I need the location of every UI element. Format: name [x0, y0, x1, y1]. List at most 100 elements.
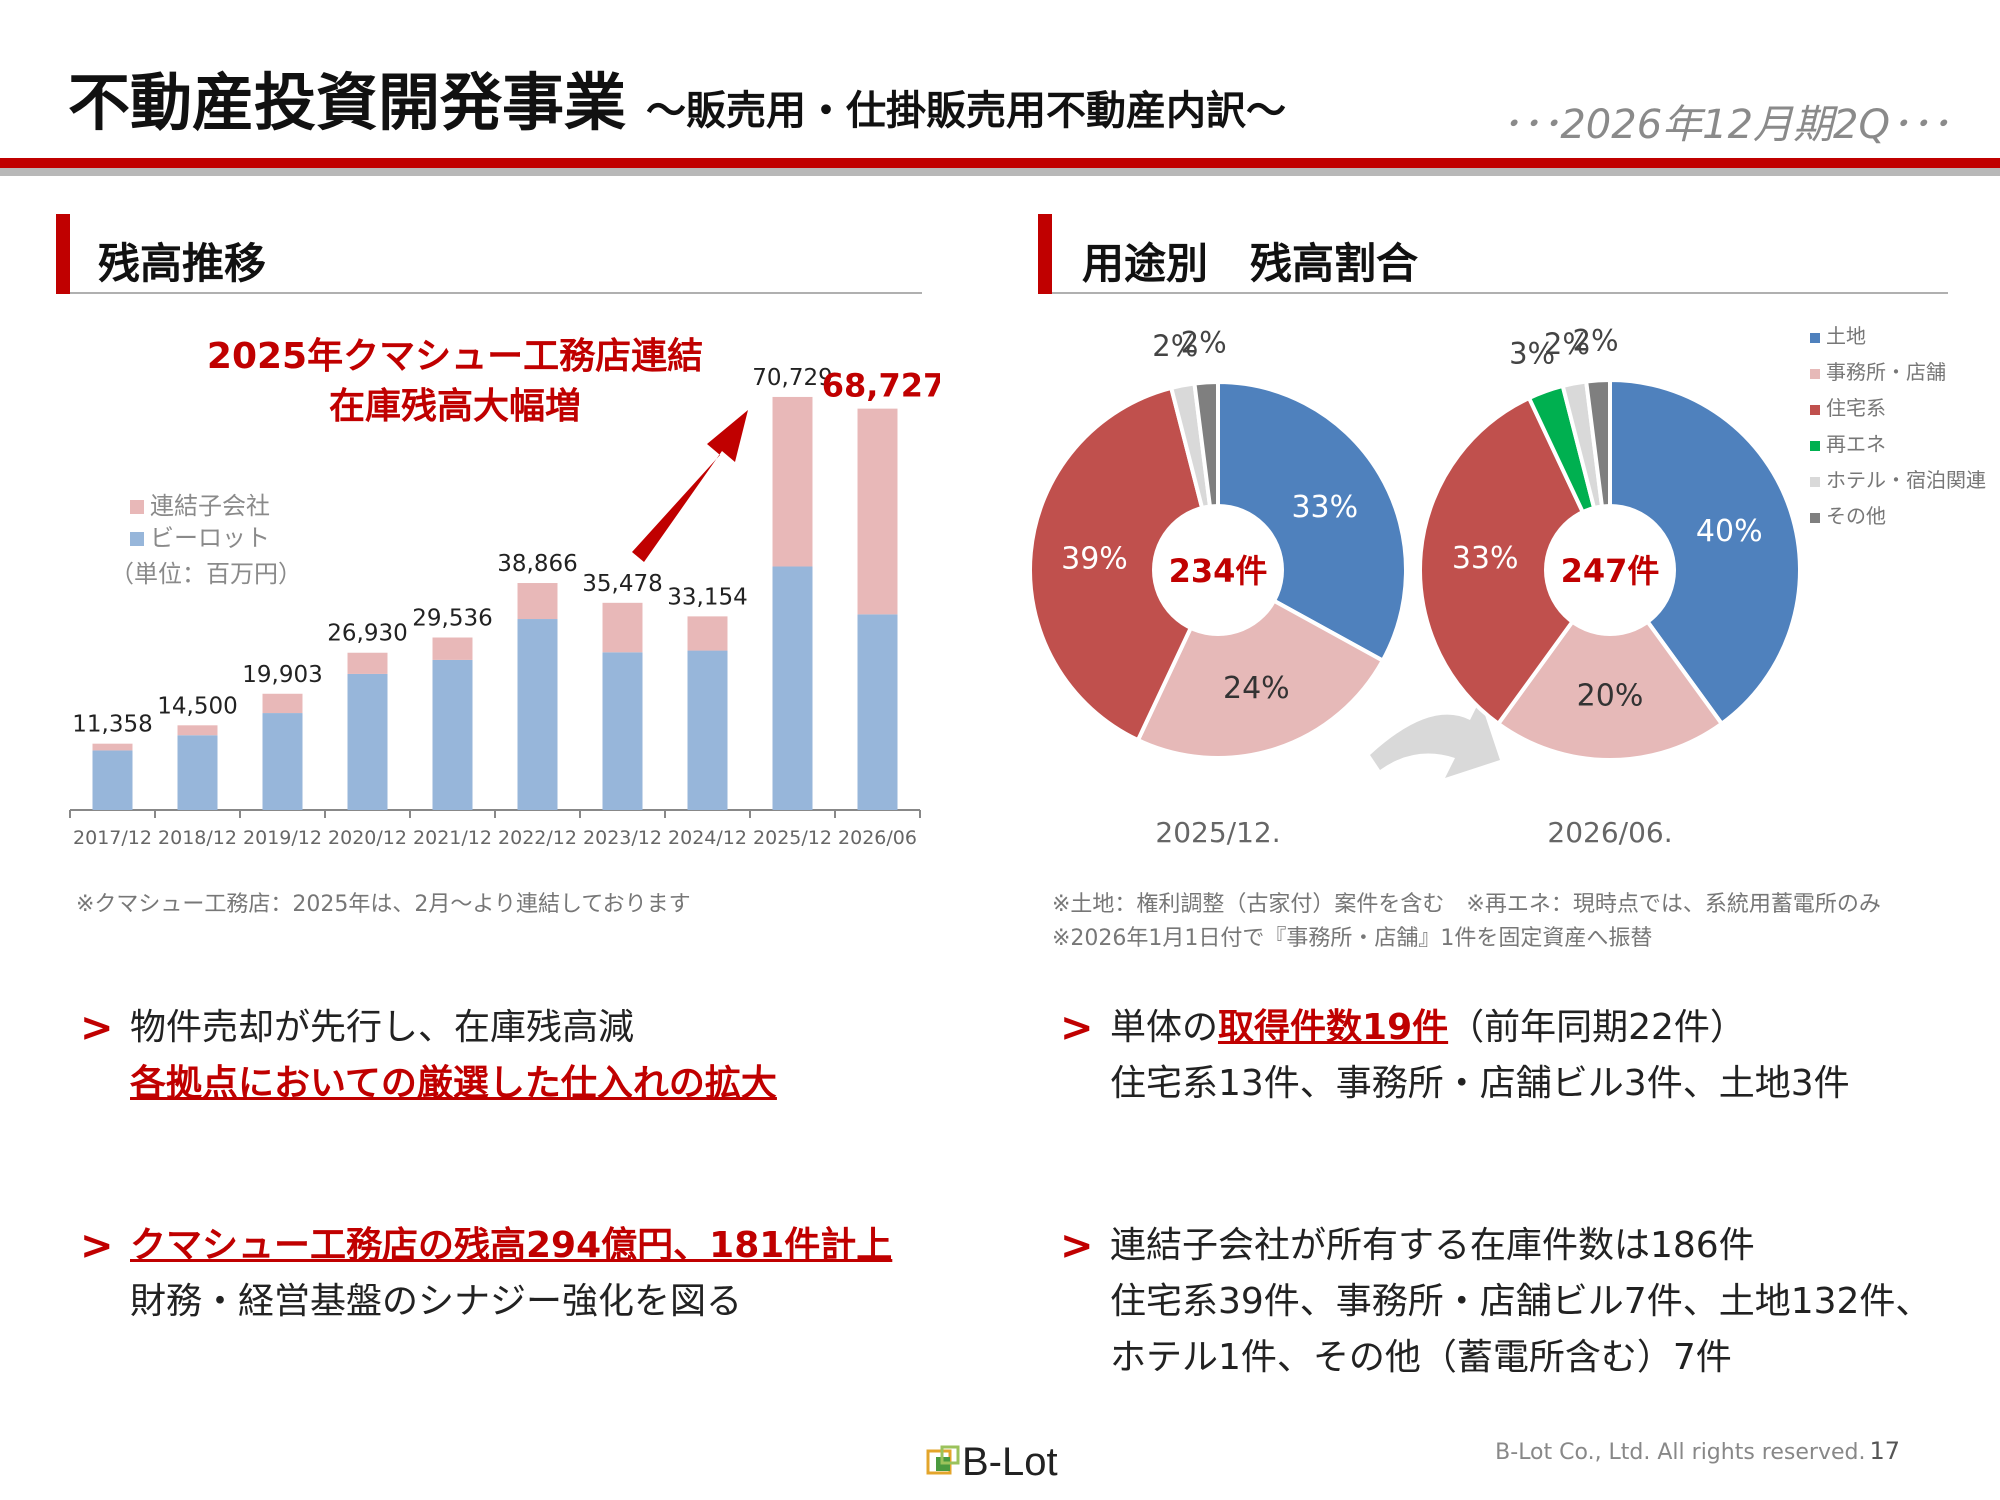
copyright-text: B-Lot Co., Ltd. All rights reserved.	[1495, 1440, 1866, 1465]
chevron-right-icon: >	[1060, 1223, 1094, 1269]
pie-center-count: 247件	[1561, 552, 1660, 590]
right-note-2: ※2026年1月1日付で『事務所・店舗』1件を固定資産へ振替	[1052, 926, 1653, 951]
left-bullet-2-highlight: クマシュー工務店の残高294億円、181件計上	[130, 1225, 893, 1266]
legend-label: 住宅系	[1826, 396, 1886, 420]
x-tick-label: 2019/12	[243, 827, 322, 849]
x-tick-label: 2026/06	[838, 827, 917, 849]
callout-line1: 2025年クマシュー工務店連結	[206, 336, 704, 377]
usage-pie-charts: 33%24%39%2%2%234件2025/12.40%20%33%3%2%2%…	[1028, 323, 1802, 849]
bar-total-label: 14,500	[157, 693, 237, 719]
pie-hole	[1544, 504, 1676, 636]
right-bullet-2-line1: 連結子会社が所有する在庫件数は186件	[1110, 1225, 1755, 1266]
right-bullet-2-line2: 住宅系39件、事務所・店舗ビル7件、土地132件、	[1110, 1281, 1932, 1322]
legend-swatch	[1810, 513, 1820, 523]
right-bullet-1-pre: 単体の	[1110, 1007, 1219, 1048]
pie-legend-item: その他	[1810, 498, 1986, 534]
pie-slice-label: 40%	[1696, 514, 1763, 549]
left-section-title: 残高推移	[98, 239, 267, 288]
blot-logo-mark-icon	[926, 1445, 960, 1474]
right-bullet-1-line1: 単体の取得件数19件（前年同期22件）	[1060, 1000, 1850, 1056]
x-tick-label: 2020/12	[328, 827, 407, 849]
bar-segment-subsidiary	[857, 408, 898, 615]
bar-legend-subsidiary: 連結子会社	[130, 486, 270, 521]
legend-swatch-blot	[130, 532, 144, 546]
legend-swatch-subsidiary	[130, 500, 144, 514]
legend-label-subsidiary: 連結子会社	[150, 492, 270, 520]
pie-slice-label: 33%	[1291, 490, 1358, 525]
pie-slice	[1608, 377, 1802, 727]
legend-swatch	[1810, 369, 1820, 379]
legend-label: 再エネ	[1826, 432, 1886, 456]
x-tick-label: 2018/12	[158, 827, 237, 849]
logo-text: B-Lot	[962, 1440, 1058, 1484]
bar-total-label: 35,478	[582, 571, 662, 597]
right-bullet-1-post: （前年同期22件）	[1448, 1007, 1746, 1048]
legend-swatch	[1810, 477, 1820, 487]
bar-segment-subsidiary	[517, 583, 558, 620]
header-rule-gray	[0, 168, 2000, 176]
bar-total-label: 26,930	[327, 621, 407, 647]
bar-segment-blot	[687, 650, 728, 810]
blot-logo: B-Lot	[926, 1440, 1058, 1485]
x-tick-label: 2025/12	[753, 827, 832, 849]
bar-total-label: 19,903	[242, 662, 322, 688]
right-section-title: 用途別 残高割合	[1082, 239, 1419, 288]
pie-slice	[1495, 566, 1725, 762]
bar-total-label: 33,154	[667, 584, 747, 610]
bar-total-label: 70,729	[752, 365, 832, 391]
pie-legend-item: 事務所・店舗	[1810, 354, 1986, 390]
bar-total-label: 11,358	[72, 712, 152, 738]
pie-slice-label: 20%	[1577, 678, 1644, 713]
unit-label: （単位：百万円）	[110, 560, 302, 588]
bar-legend-blot: ビーロット	[130, 518, 270, 553]
bar-segment-subsidiary	[772, 396, 813, 567]
pie-slice-label: 3%	[1509, 337, 1555, 371]
pie-slice-label: 2%	[1544, 327, 1590, 361]
pie-slice-label: 2%	[1573, 323, 1619, 357]
bar-segment-blot	[772, 566, 813, 810]
page-number: 17	[1869, 1437, 1900, 1465]
bar-total-label: 68,727	[822, 367, 940, 405]
right-bullet-1-highlight: 取得件数19件	[1218, 1007, 1449, 1048]
pie-slice-label: 24%	[1223, 671, 1290, 706]
balance-bar-chart: 11,358 2017/12 14,500 2018/12 19,903 2019/12 2…	[69, 365, 940, 849]
x-tick-label: 2017/12	[73, 827, 152, 849]
bar-segment-blot	[602, 652, 643, 810]
bar-segment-blot	[432, 659, 473, 810]
left-bullet-1: > 物件売却が先行し、在庫残高減 各拠点においての厳選した仕入れの拡大	[80, 1000, 777, 1112]
left-section-bar	[56, 214, 70, 294]
pie-legend-item: ホテル・宿泊関連	[1810, 462, 1986, 498]
bar-segment-subsidiary	[432, 637, 473, 660]
bar-total-label: 29,536	[412, 606, 492, 632]
bar-segment-blot	[857, 614, 898, 810]
title-main-text: 不動産投資開発事業	[68, 66, 627, 139]
right-section-underline	[1052, 292, 1948, 294]
bar-segment-subsidiary	[602, 602, 643, 653]
pie-center-count: 234件	[1169, 552, 1268, 590]
page-title: 不動産投資開発事業 ～販売用・仕掛販売用不動産内訳～	[68, 52, 1286, 142]
chart-callout: 2025年クマシュー工務店連結 在庫残高大幅増	[190, 332, 720, 432]
bar-total-label: 38,866	[497, 551, 577, 577]
right-bullet-1: > 単体の取得件数19件（前年同期22件） 住宅系13件、事務所・店舗ビル3件、…	[1060, 1000, 1850, 1112]
pie-caption: 2025/12.	[1155, 816, 1280, 849]
pie-legend-item: 再エネ	[1810, 426, 1986, 462]
left-bullet-2-line2: 財務・経営基盤のシナジー強化を図る	[130, 1281, 743, 1322]
x-tick-label: 2021/12	[413, 827, 492, 849]
bar-segment-blot	[177, 735, 218, 810]
right-bullet-2: > 連結子会社が所有する在庫件数は186件 住宅系39件、事務所・店舗ビル7件、…	[1060, 1218, 1931, 1386]
pie-2025-12: 33% 24% 39% 2%2% 234件 2025/12.	[1028, 325, 1408, 849]
chevron-right-icon: >	[1060, 1005, 1094, 1051]
bar-segment-blot	[347, 673, 388, 810]
legend-label: 事務所・店舗	[1826, 360, 1946, 384]
chevron-right-icon: >	[80, 1223, 114, 1269]
left-bullet-1-highlight: 各拠点においての厳選した仕入れの拡大	[130, 1063, 777, 1104]
right-bullet-2-line3: ホテル1件、その他（蓄電所含む）7件	[1110, 1337, 1732, 1378]
bar-segment-blot	[262, 713, 303, 810]
x-tick-label: 2022/12	[498, 827, 577, 849]
legend-label: 土地	[1826, 324, 1866, 348]
header-rule-red	[0, 158, 2000, 168]
left-bullet-1-line1: 物件売却が先行し、在庫残高減	[130, 1007, 635, 1048]
legend-label: その他	[1826, 504, 1886, 528]
pie-caption: 2026/06.	[1547, 816, 1672, 849]
